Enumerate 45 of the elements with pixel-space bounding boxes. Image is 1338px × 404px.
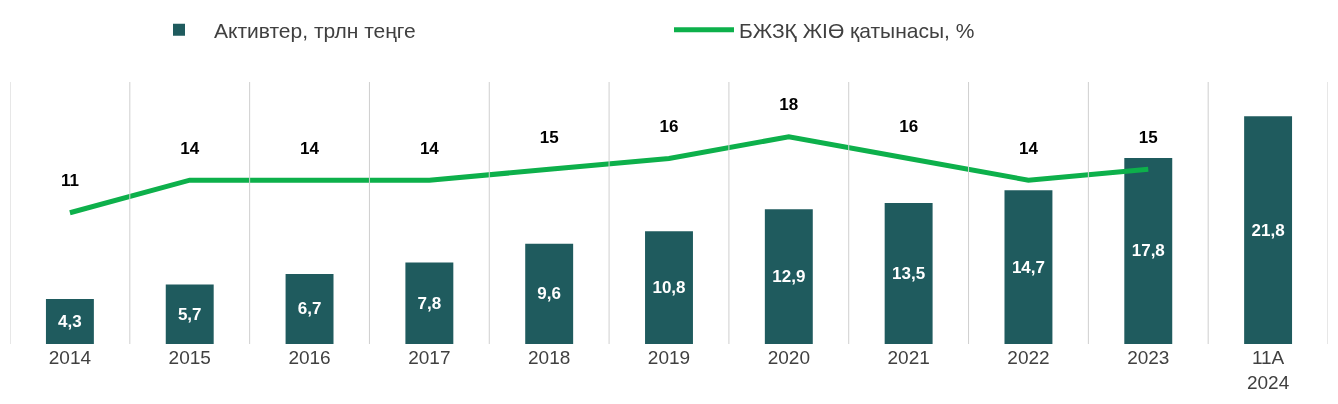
bar	[764, 209, 813, 344]
data-label: 11	[60, 171, 79, 191]
x-tick-label: 2016	[288, 347, 331, 368]
x-tick-label: 2015	[168, 347, 211, 368]
data-label: 5,7	[177, 304, 202, 324]
data-label: 14	[419, 138, 440, 158]
legend-label: БЖЗҚ ЖІӨ қатынасы, %	[739, 18, 975, 42]
bar	[405, 262, 454, 344]
bar	[525, 243, 574, 344]
data-label: 10,8	[652, 278, 686, 298]
data-label: 13,5	[892, 263, 926, 283]
bar	[1124, 157, 1173, 344]
x-tick-label: 2020	[767, 347, 810, 368]
x-tick-label: 2021	[887, 347, 930, 368]
data-label: 9,6	[537, 284, 562, 304]
data-label: 15	[1138, 127, 1158, 147]
bar	[165, 284, 214, 344]
bar	[1244, 116, 1293, 344]
data-label: 4,3	[58, 312, 82, 332]
data-label: 21,8	[1251, 220, 1285, 240]
data-label: 7,8	[417, 293, 442, 313]
bar	[645, 231, 693, 344]
data-label: 15	[539, 127, 559, 147]
data-label: 14	[300, 138, 320, 158]
data-label: 16	[899, 117, 919, 137]
legend-label: Активтер, трлн теңге	[214, 18, 416, 42]
x-tick-label: 2019	[647, 347, 691, 368]
bar	[285, 273, 334, 344]
data-label: 14	[180, 138, 200, 158]
data-label: 14	[1018, 138, 1039, 158]
x-tick-label: 2017	[408, 347, 451, 368]
x-tick-label: 2018	[528, 347, 571, 368]
data-label: 18	[779, 95, 799, 115]
bar	[884, 202, 933, 344]
data-label: 12,9	[772, 267, 806, 287]
data-label: 14,7	[1011, 257, 1045, 277]
x-tick-label: 11А 2024	[1246, 347, 1290, 393]
x-tick-label: 2014	[48, 347, 92, 368]
x-tick-label: 2022	[1007, 347, 1050, 368]
bar	[45, 299, 94, 344]
x-tick-label: 2023	[1127, 347, 1170, 368]
data-label: 17,8	[1131, 241, 1165, 261]
data-label: 16	[659, 117, 679, 137]
bar	[1004, 190, 1053, 344]
data-label: 6,7	[297, 299, 322, 319]
